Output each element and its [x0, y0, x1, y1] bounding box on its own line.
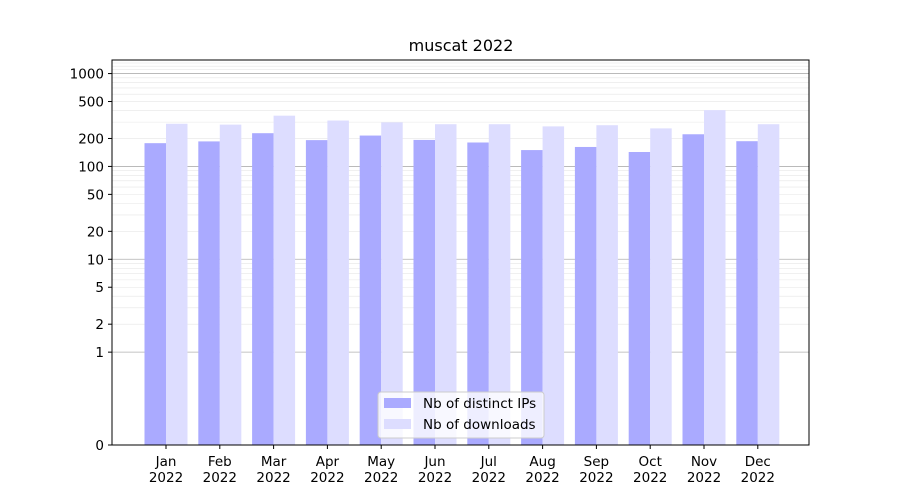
bar-distinct-ips [305, 140, 328, 446]
x-tick-label-year: 2022 [579, 470, 613, 486]
x-tick-label-year: 2022 [741, 470, 775, 486]
x-tick-label-year: 2022 [203, 470, 237, 486]
bar-downloads [542, 126, 565, 445]
x-tick-label-month: Apr [316, 454, 340, 470]
y-tick-label: 20 [87, 224, 104, 240]
bar-distinct-ips [198, 141, 220, 445]
bar-distinct-ips [144, 143, 166, 445]
bar-distinct-ips [574, 146, 597, 446]
legend-swatch-ips [384, 398, 411, 408]
x-tick-label-year: 2022 [472, 470, 506, 486]
bar-downloads [650, 128, 672, 445]
x-tick-label-month: Oct [639, 454, 662, 470]
bar-distinct-ips [682, 134, 704, 445]
legend: Nb of distinct IPs Nb of downloads [377, 391, 545, 439]
bar-distinct-ips [359, 135, 382, 445]
y-tick-label: 200 [78, 131, 104, 147]
y-tick-label: 5 [95, 280, 104, 296]
bar-downloads [273, 115, 296, 445]
legend-label-downloads: Nb of downloads [423, 417, 536, 433]
bar-distinct-ips [413, 139, 435, 445]
bar-downloads [327, 120, 349, 445]
bar-downloads [435, 124, 457, 445]
chart-title: muscat 2022 [409, 36, 514, 55]
legend-swatch-downloads [384, 419, 411, 429]
x-tick-label-month: Sep [584, 454, 609, 470]
legend-box [377, 391, 545, 439]
x-tick-label-year: 2022 [418, 470, 452, 486]
bar-distinct-ips [521, 150, 543, 445]
x-tick-label-year: 2022 [633, 470, 667, 486]
x-tick-label-month: Aug [529, 454, 555, 470]
plot-frame [111, 59, 810, 446]
x-tick-label-month: Dec [745, 454, 771, 470]
x-tick-label-month: Feb [208, 454, 232, 470]
y-tick-label: 1000 [70, 67, 104, 83]
y-tick-label: 500 [78, 95, 104, 111]
legend-label-ips: Nb of distinct IPs [423, 396, 536, 412]
y-tick-label: 10 [87, 252, 104, 268]
y-tick-label: 50 [87, 187, 104, 203]
bar-layer [144, 110, 780, 446]
axis-layer: 01251020501002005001000Jan2022Feb2022Mar… [70, 67, 775, 486]
x-tick-label-year: 2022 [256, 470, 290, 486]
x-tick-label-year: 2022 [364, 470, 398, 486]
y-tick-label: 100 [78, 159, 104, 175]
bar-downloads [381, 122, 403, 445]
bar-downloads [166, 123, 188, 445]
x-tick-label-year: 2022 [149, 470, 183, 486]
bar-downloads [596, 125, 618, 445]
x-tick-label-month: Jul [480, 454, 497, 470]
x-tick-label-year: 2022 [525, 470, 559, 486]
y-tick-label: 2 [95, 317, 104, 333]
x-tick-label-month: Jan [155, 454, 177, 470]
x-tick-label-year: 2022 [310, 470, 344, 486]
x-tick-label-month: May [367, 454, 395, 470]
bar-distinct-ips [252, 133, 274, 445]
x-tick-label-year: 2022 [687, 470, 721, 486]
bar-downloads [488, 124, 511, 445]
bar-distinct-ips [467, 142, 489, 445]
y-tick-label: 1 [95, 345, 104, 361]
y-tick-label: 0 [95, 438, 104, 454]
bar-distinct-ips [628, 152, 651, 445]
bar-downloads [219, 124, 242, 445]
x-tick-label-month: Jun [423, 454, 445, 470]
bar-downloads [704, 110, 726, 446]
bar-downloads [757, 124, 780, 445]
bar-distinct-ips [736, 141, 758, 445]
x-tick-label-month: Mar [261, 454, 287, 470]
x-tick-label-month: Nov [691, 454, 717, 470]
